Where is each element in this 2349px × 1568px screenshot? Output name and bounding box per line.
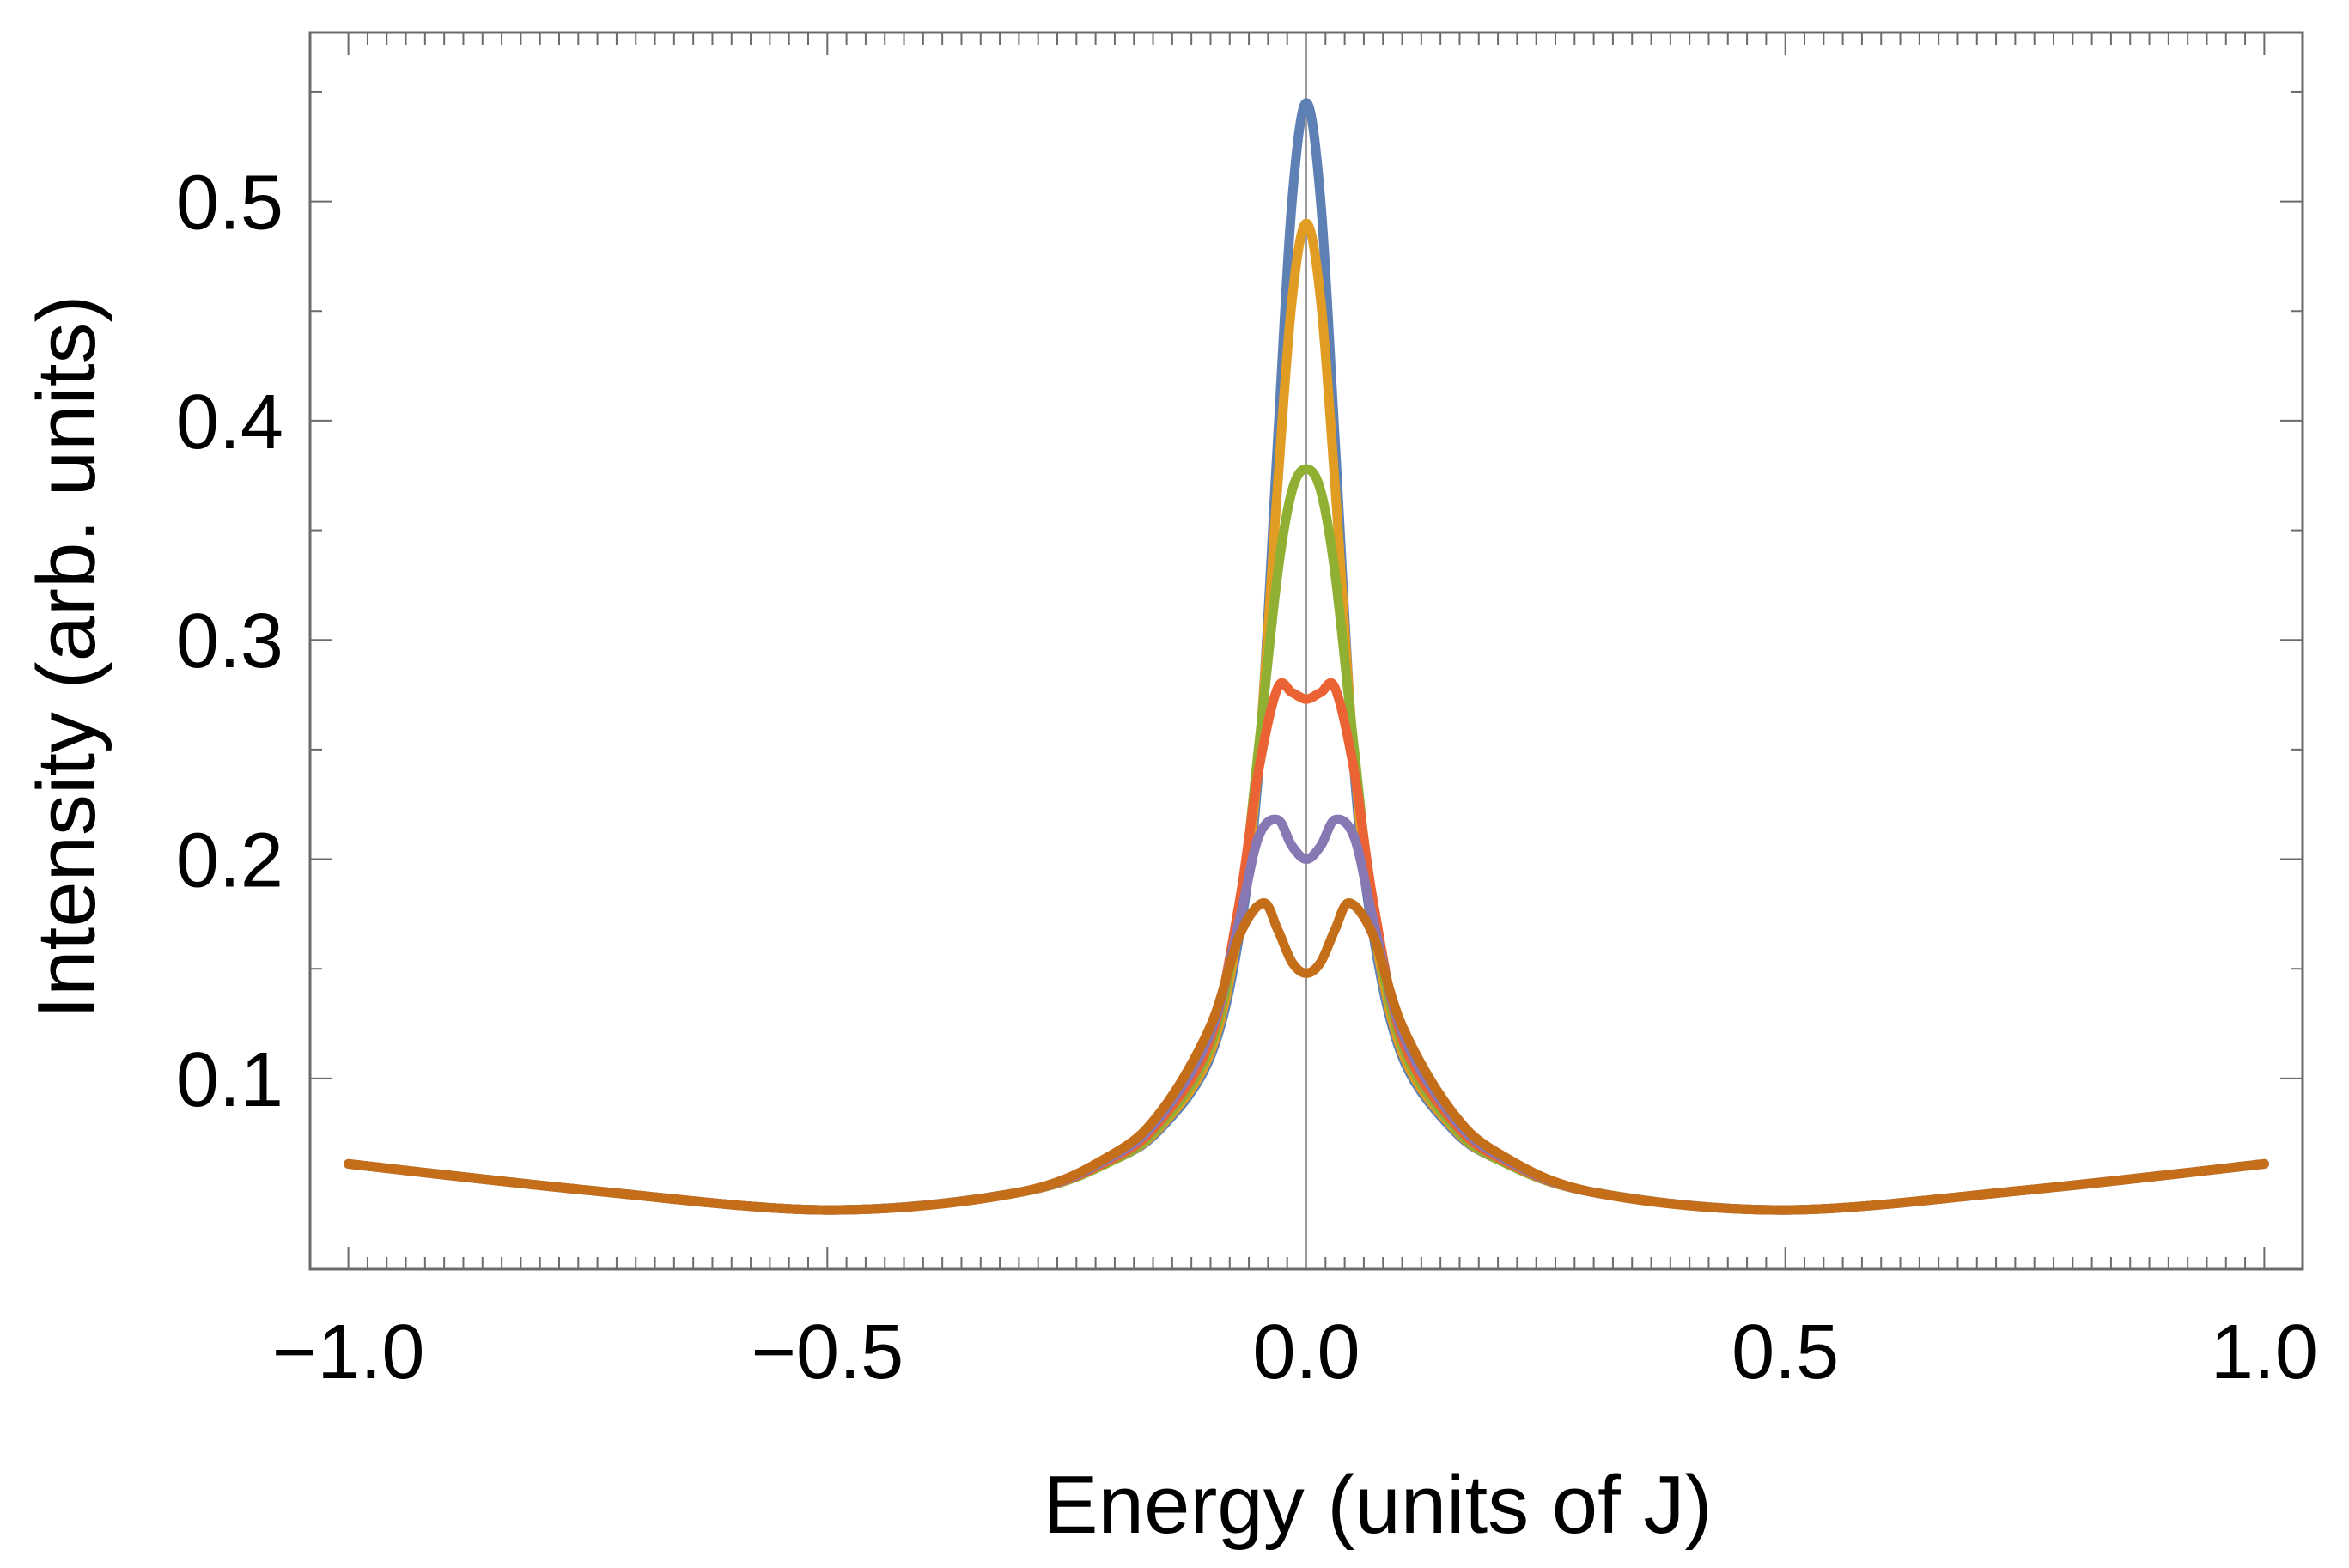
x-tick-label: 0.5 bbox=[1731, 1310, 1839, 1395]
y-tick-label: 0.3 bbox=[176, 599, 283, 684]
x-tick-label: 0.0 bbox=[1252, 1310, 1360, 1395]
series-layer bbox=[344, 98, 2269, 1215]
y-tick-label: 0.5 bbox=[176, 161, 283, 246]
x-tick-label: −0.5 bbox=[751, 1310, 904, 1395]
plot-frame bbox=[308, 31, 2304, 1271]
x-axis-label: Energy (units of J) bbox=[1044, 1459, 1713, 1551]
y-axis-label: Intensity (arb. units) bbox=[21, 295, 113, 1019]
axis-ticks bbox=[310, 33, 2303, 1269]
x-tick-label: 1.0 bbox=[2211, 1310, 2318, 1395]
series-line-6 bbox=[344, 898, 2269, 1215]
tick-labels: −1.0 −0.5 0.0 0.5 1.0 0.1 0.2 0.3 0.4 0.5 bbox=[176, 161, 2318, 1395]
y-tick-label: 0.4 bbox=[176, 380, 283, 465]
y-tick-label: 0.1 bbox=[176, 1037, 283, 1123]
y-tick-label: 0.2 bbox=[176, 818, 283, 904]
x-tick-label: −1.0 bbox=[272, 1310, 425, 1395]
